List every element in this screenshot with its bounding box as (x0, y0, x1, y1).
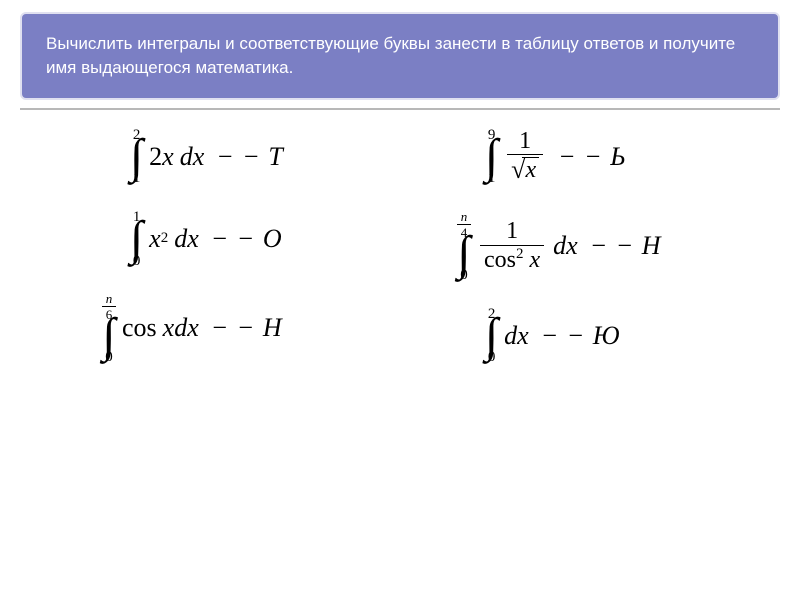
frac-den: √ x (507, 154, 543, 184)
frac-num: n (461, 210, 468, 223)
integral-sign: 9 ∫ 1 (485, 128, 498, 186)
integral-icon: ∫ (485, 319, 498, 353)
integral-sign: n 6 ∫ 0 (102, 292, 116, 365)
dashes: − − (541, 321, 586, 350)
dx: dx (174, 224, 199, 254)
dx: dx (553, 231, 578, 261)
letter: Ь (610, 142, 626, 171)
dashes: − − (211, 313, 256, 342)
integrand: cos (122, 313, 157, 343)
dashes: − − (211, 224, 256, 253)
integrand: 2x (149, 142, 174, 172)
lower-limit: 0 (488, 350, 496, 364)
equation-4: 9 ∫ 1 1 √ x − − Ь (485, 128, 760, 186)
letter: Н (263, 313, 283, 342)
dashes: − − (558, 142, 603, 171)
dx: dx (504, 321, 529, 351)
right-column: 9 ∫ 1 1 √ x − − Ь n (465, 128, 760, 365)
integral-icon: ∫ (130, 140, 143, 174)
dx: dx (180, 142, 205, 172)
integral-icon: ∫ (130, 222, 143, 256)
integral-sign: 1 ∫ 0 (130, 210, 143, 268)
letter-tail: − − Н (205, 313, 283, 343)
frac-num: 1 (519, 129, 531, 154)
frac-num: 1 (506, 219, 518, 244)
equations-area: 2 ∫ 1 2x dx − − Т 1 ∫ 0 x2 dx − − О (0, 110, 800, 365)
integrand: x2 (149, 224, 168, 254)
integrand-frac: 1 cos2 x (480, 219, 544, 272)
integral-icon: ∫ (102, 319, 115, 353)
letter-tail: − − Т (210, 142, 284, 172)
lower-limit: 1 (488, 171, 496, 185)
dx: xdx (163, 313, 199, 343)
sqrt-arg: x (522, 157, 539, 183)
dashes: − − (590, 231, 635, 260)
equation-3: n 6 ∫ 0 cos xdx − − Н (102, 292, 405, 365)
lower-limit: 0 (105, 350, 113, 364)
equation-6: 2 ∫ 0 dx − − Ю (485, 307, 760, 365)
equation-5: n 4 ∫ 0 1 cos2 x dx − − Н (457, 210, 760, 283)
dashes: − − (216, 142, 261, 171)
lower-limit: 0 (460, 268, 468, 282)
left-column: 2 ∫ 1 2x dx − − Т 1 ∫ 0 x2 dx − − О (40, 128, 405, 365)
integral-icon: ∫ (485, 140, 498, 174)
integral-icon: ∫ (457, 237, 470, 271)
letter: Н (642, 231, 662, 260)
lower-limit: 0 (133, 254, 141, 268)
letter: Т (268, 142, 283, 171)
equation-2: 1 ∫ 0 x2 dx − − О (130, 210, 405, 268)
integral-sign: n 4 ∫ 0 (457, 210, 471, 283)
letter: О (263, 224, 283, 253)
integral-sign: 2 ∫ 0 (485, 307, 498, 365)
letter: Ю (593, 321, 621, 350)
letter-tail: − − Н (584, 231, 662, 261)
instruction-header: Вычислить интегралы и соответствующие бу… (20, 12, 780, 100)
sqrt: √ x (511, 156, 539, 183)
integral-sign: 2 ∫ 1 (130, 128, 143, 186)
integrand-frac: 1 √ x (507, 129, 543, 184)
lower-limit: 1 (133, 171, 141, 185)
letter-tail: − − О (205, 224, 283, 254)
letter-tail: − − Ю (535, 321, 621, 351)
instruction-text: Вычислить интегралы и соответствующие бу… (46, 34, 735, 77)
equation-1: 2 ∫ 1 2x dx − − Т (130, 128, 405, 186)
frac-den: cos2 x (480, 245, 544, 273)
letter-tail: − − Ь (552, 142, 626, 172)
frac-num: n (106, 292, 113, 305)
